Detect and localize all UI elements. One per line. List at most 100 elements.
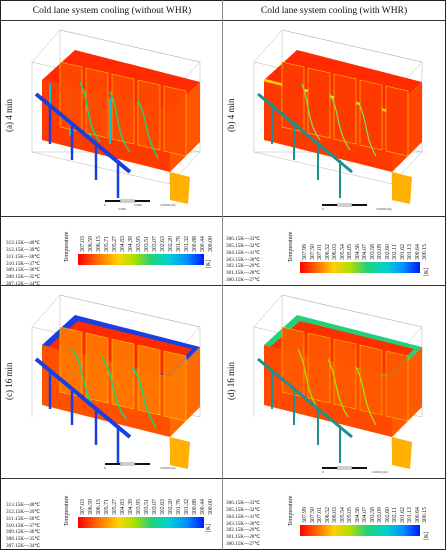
- tick-label: 304.39: [128, 236, 134, 252]
- row-divider: [0, 478, 446, 479]
- scale-label: 0: [104, 203, 106, 207]
- colorbar-ticks: 307.03 306.59 306.15 305.71 305.27 304.8…: [78, 236, 214, 253]
- legend-title: Temperature: [288, 495, 294, 526]
- tick-label: 307.50: [309, 244, 316, 260]
- legend-title: Temperature: [288, 231, 294, 262]
- simulation-render-a: [31, 29, 201, 204]
- tick-label: 300.64: [414, 244, 421, 260]
- tick-label: 303.95: [136, 236, 142, 252]
- tick-label: 300.15: [422, 507, 428, 523]
- temperature-colorbar: [78, 517, 204, 528]
- tick-label: 306.52: [324, 507, 331, 523]
- scale-label: 2.500: [118, 207, 126, 211]
- tick-label: 301.76: [176, 236, 182, 252]
- tick-label: 300.15: [422, 244, 428, 260]
- legend-unit: [K]: [424, 531, 430, 540]
- tick-label: 306.03: [332, 244, 338, 260]
- tick-label: 307.99: [302, 244, 308, 260]
- tick-label: 303.09: [377, 507, 383, 523]
- scale-label: 10.000 (m): [160, 203, 176, 207]
- panel-label-a: (a) 4 min: [4, 99, 14, 132]
- temperature-colorbar: [300, 525, 420, 536]
- tick-label: 305.54: [339, 507, 346, 523]
- tick-label: 305.05: [347, 244, 353, 260]
- tick-label: 306.15: [96, 236, 102, 252]
- kelvin-celsius-conversion: 306.15K---33℃ 305.15K---32℃ 304.15K---31℃ 3…: [226, 499, 261, 548]
- simulation-render-d: [253, 294, 423, 470]
- tick-label: 302.60: [384, 244, 391, 260]
- tick-label: 305.27: [112, 499, 118, 515]
- tick-label: 306.52: [324, 244, 331, 260]
- tick-label: 303.95: [136, 499, 142, 515]
- row-divider: [0, 285, 446, 286]
- tick-label: 303.58: [369, 507, 376, 523]
- scale-label: 0: [104, 466, 106, 470]
- tick-label: 303.51: [144, 236, 150, 252]
- column-divider: [222, 0, 223, 550]
- tick-label: 301.32: [184, 236, 190, 252]
- tick-label: 307.03: [80, 236, 86, 252]
- tick-label: 304.07: [362, 244, 368, 260]
- tick-label: 302.11: [392, 507, 398, 523]
- tick-label: 304.56: [354, 507, 361, 523]
- tick-label: 303.07: [152, 236, 158, 252]
- tick-label: 302.20: [168, 236, 174, 252]
- tick-label: 307.01: [317, 244, 323, 260]
- scale-label: 0: [322, 207, 324, 211]
- tick-label: 301.76: [176, 499, 182, 515]
- scale-label: 0: [322, 470, 324, 474]
- tick-label: 305.27: [112, 236, 118, 252]
- kelvin-celsius-conversion: 306.15K---33℃ 305.15K---32℃ 304.15K---31℃ 3…: [226, 235, 261, 284]
- tick-label: 306.03: [332, 507, 338, 523]
- tick-label: 305.54: [339, 244, 346, 260]
- panel-label-d: (d) 16 min: [226, 362, 236, 400]
- tick-label: 304.39: [128, 499, 134, 515]
- tick-label: 301.13: [407, 507, 413, 523]
- column-title-with-whr: Cold lane system cooling (with WHR): [260, 6, 408, 16]
- tick-label: 301.13: [407, 244, 413, 260]
- simulation-render-b: [253, 29, 423, 207]
- tick-label: 300.44: [200, 236, 206, 252]
- panel-label-c: (c) 16 min: [4, 362, 14, 401]
- tick-label: 301.62: [399, 244, 406, 260]
- tick-label: 303.51: [144, 499, 150, 515]
- tick-label: 306.59: [88, 236, 94, 252]
- tick-label: 300.44: [200, 499, 206, 515]
- tick-label: 303.07: [152, 499, 158, 515]
- tick-label: 301.62: [399, 507, 406, 523]
- colorbar-ticks: 307.99 307.50 307.01 306.52 306.03 305.5…: [300, 244, 428, 261]
- column-title-without-whr: Cold lane system cooling (without WHR): [32, 6, 192, 16]
- tick-label: 302.20: [168, 499, 174, 515]
- tick-label: 301.32: [184, 499, 190, 515]
- tick-label: 304.83: [120, 236, 126, 252]
- tick-label: 300.00: [208, 499, 214, 515]
- legend-unit: [K]: [206, 259, 212, 268]
- temperature-colorbar: [300, 262, 420, 273]
- tick-label: 303.58: [369, 244, 376, 260]
- header-divider: [0, 20, 446, 21]
- tick-label: 300.88: [192, 499, 198, 515]
- tick-label: 305.71: [104, 499, 110, 515]
- tick-label: 303.09: [377, 244, 383, 260]
- legend-title: Temperature: [64, 231, 70, 262]
- kelvin-celsius-conversion: 313.15K---40℃ 312.15K---39℃ 311.15K---38℃ 3…: [6, 239, 41, 288]
- tick-label: 300.00: [208, 236, 214, 252]
- colorbar-ticks: 307.03 306.59 306.15 305.71 305.27 304.8…: [78, 499, 214, 516]
- tick-label: 304.07: [362, 507, 368, 523]
- tick-label: 307.01: [317, 507, 323, 523]
- tick-label: 302.60: [384, 507, 391, 523]
- tick-label: 306.59: [88, 499, 94, 515]
- tick-label: 307.03: [80, 499, 86, 515]
- tick-label: 302.63: [160, 236, 166, 252]
- scale-label: 10.000 (m): [160, 466, 176, 470]
- tick-label: 304.83: [120, 499, 126, 515]
- tick-label: 302.63: [160, 499, 166, 515]
- scale-label: 10.000 (m): [376, 207, 392, 211]
- scale-label: 10.000 (m): [372, 470, 388, 474]
- tick-label: 300.88: [192, 236, 198, 252]
- panel-label-b: (b) 4 min: [226, 98, 236, 133]
- legend-unit: [K]: [424, 267, 430, 276]
- tick-label: 307.50: [309, 507, 316, 523]
- tick-label: 307.99: [302, 507, 308, 523]
- scale-label: 5.000: [134, 203, 142, 207]
